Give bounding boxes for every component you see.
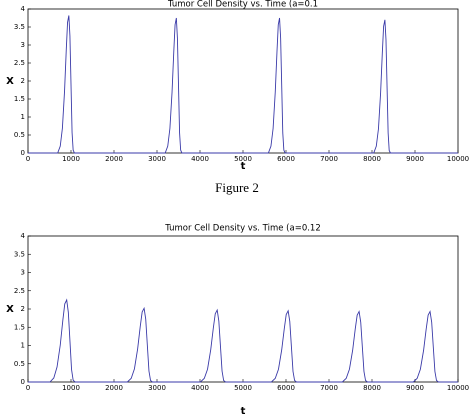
y-tick-label: 3.5 bbox=[14, 250, 25, 258]
x-tick-label: 8000 bbox=[363, 384, 381, 392]
x-tick-label: 3000 bbox=[148, 384, 166, 392]
x-tick-label: 4000 bbox=[191, 384, 209, 392]
x-tick-label: 9000 bbox=[406, 384, 424, 392]
x-tick-label: 0 bbox=[26, 155, 30, 163]
y-axis-label: X bbox=[6, 76, 14, 87]
x-tick-label: 2000 bbox=[105, 384, 123, 392]
y-tick-label: 0 bbox=[21, 378, 25, 386]
y-tick-label: 1.5 bbox=[14, 323, 25, 331]
y-tick-label: 2.5 bbox=[14, 287, 25, 295]
y-tick-label: 2.5 bbox=[14, 59, 25, 67]
y-tick-label: 1 bbox=[21, 342, 25, 350]
x-tick-label: 6000 bbox=[277, 384, 295, 392]
y-tick-label: 0.5 bbox=[14, 131, 25, 139]
x-tick-label: 5000 bbox=[234, 155, 252, 163]
y-tick-label: 2 bbox=[21, 77, 25, 85]
y-tick-label: 3 bbox=[21, 41, 25, 49]
line-series bbox=[28, 298, 458, 383]
y-tick-label: 3 bbox=[21, 269, 25, 277]
y-tick-label: 3.5 bbox=[14, 23, 25, 31]
y-tick-label: 1.5 bbox=[14, 95, 25, 103]
x-tick-label: 7000 bbox=[320, 155, 338, 163]
y-tick-label: 0 bbox=[21, 149, 25, 157]
y-axis-label: X bbox=[6, 304, 14, 315]
chart-title: Tumor Cell Density vs. Time (a=0.12 bbox=[164, 224, 321, 234]
x-tick-label: 8000 bbox=[363, 155, 381, 163]
x-tick-label: 9000 bbox=[406, 155, 424, 163]
plot-frame bbox=[27, 8, 459, 154]
x-axis-label: t bbox=[241, 406, 246, 417]
chart-title: Tumor Cell Density vs. Time (a=0.1 bbox=[167, 0, 318, 10]
y-tick-label: 2 bbox=[21, 305, 25, 313]
caption: Figure 2 bbox=[215, 180, 259, 195]
x-tick-label: 10000 bbox=[447, 155, 469, 163]
line-series bbox=[28, 15, 458, 154]
y-tick-label: 1 bbox=[21, 113, 25, 121]
x-axis-label: t bbox=[241, 161, 246, 172]
plot-frame bbox=[27, 235, 459, 383]
x-tick-label: 6000 bbox=[277, 155, 295, 163]
x-tick-label: 1000 bbox=[62, 155, 80, 163]
x-tick-label: 1000 bbox=[62, 384, 80, 392]
x-tick-label: 0 bbox=[26, 384, 30, 392]
x-tick-label: 3000 bbox=[148, 155, 166, 163]
x-tick-label: 2000 bbox=[105, 155, 123, 163]
x-tick-label: 4000 bbox=[191, 155, 209, 163]
x-tick-label: 5000 bbox=[234, 384, 252, 392]
x-tick-label: 10000 bbox=[447, 384, 469, 392]
y-tick-label: 4 bbox=[21, 5, 26, 13]
y-tick-label: 4 bbox=[21, 232, 26, 240]
x-tick-label: 7000 bbox=[320, 384, 338, 392]
y-tick-label: 0.5 bbox=[14, 360, 25, 368]
